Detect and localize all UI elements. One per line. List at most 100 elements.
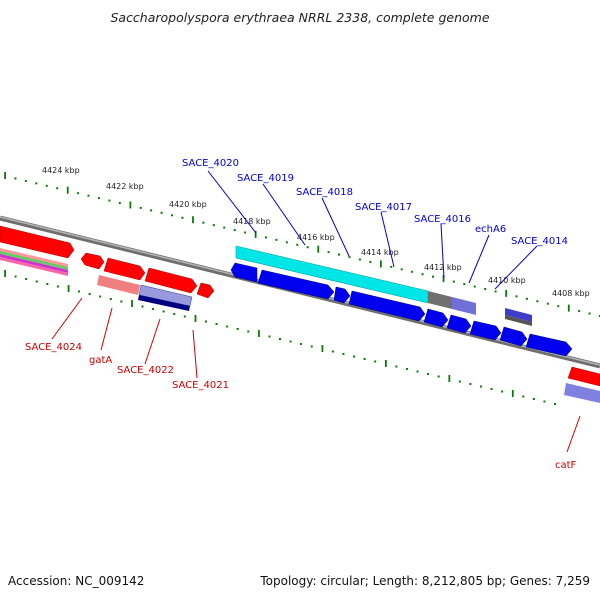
scale-major-tick xyxy=(194,315,197,322)
gene-label[interactable]: gatA xyxy=(89,355,112,366)
scale-tick-label: 4414 kbp xyxy=(361,248,399,257)
scale-major-tick xyxy=(258,330,260,337)
gene-label[interactable]: SACE_4016 xyxy=(414,214,471,225)
scale-dot xyxy=(99,295,102,298)
scale-dot xyxy=(390,265,393,268)
scale-dot xyxy=(427,373,430,375)
scale-dot xyxy=(331,350,334,353)
scale-major-tick xyxy=(384,360,387,367)
scale-dot xyxy=(400,268,403,271)
scale-dot xyxy=(374,360,377,363)
gene-sace-4021 xyxy=(196,282,215,299)
label-leaders xyxy=(51,170,581,453)
scale-dot xyxy=(532,398,535,400)
scale-dot xyxy=(139,206,142,209)
gene-sace-4020 xyxy=(230,262,258,283)
forward-genes[interactable] xyxy=(0,225,600,387)
scale-dot xyxy=(421,273,424,276)
scale-major-tick xyxy=(4,270,6,277)
scale-dot xyxy=(45,184,48,187)
scale-dot xyxy=(264,236,267,239)
gene-label[interactable]: SACE_4017 xyxy=(355,202,412,213)
gene-label[interactable]: SACE_4020 xyxy=(182,158,239,169)
scale-dot xyxy=(247,330,250,333)
scale-tick-label: 4408 kbp xyxy=(552,289,590,298)
scale-dot xyxy=(268,335,271,338)
scale-dot xyxy=(522,395,525,398)
scale-major-tick xyxy=(4,172,6,179)
scale-major-tick xyxy=(129,201,132,209)
gene-sace-4013 xyxy=(525,333,573,357)
scale-dot xyxy=(120,300,123,303)
scale-major-tick xyxy=(511,390,514,397)
feature-stripes xyxy=(0,248,68,276)
scale-dot xyxy=(202,221,205,224)
scale-dot xyxy=(501,390,504,393)
scale-dot xyxy=(557,305,560,308)
gene-sace-4018 xyxy=(348,290,426,322)
scale-dot xyxy=(327,251,330,254)
scale-dot xyxy=(525,297,528,300)
gene-sace-4014-small xyxy=(505,308,532,322)
scale-dot xyxy=(150,209,153,212)
gene-label[interactable]: echA6 xyxy=(475,224,506,235)
scale-major-tick xyxy=(317,245,320,253)
scale-dot xyxy=(473,285,476,288)
gene-echA6 xyxy=(469,320,502,341)
scale-dot xyxy=(458,380,461,383)
gene-label[interactable]: SACE_4014 xyxy=(511,236,568,247)
scale-dot xyxy=(369,260,372,263)
scale-ruler-bottom xyxy=(4,270,556,405)
scale-dot xyxy=(87,194,90,197)
scale-dot xyxy=(236,328,239,330)
gene-sace-4016 xyxy=(446,314,472,334)
scale-dot xyxy=(342,353,345,355)
scale-dot xyxy=(358,258,361,261)
gene-echA6-grey xyxy=(428,291,452,309)
scale-dot xyxy=(296,243,299,246)
scale-dot xyxy=(431,275,434,278)
gene-label[interactable]: SACE_4022 xyxy=(117,365,174,376)
scale-major-tick xyxy=(321,345,324,352)
scale-tick-label: 4410 kbp xyxy=(488,276,526,285)
gene-label[interactable]: SACE_4019 xyxy=(237,173,294,184)
gene-label[interactable]: SACE_4021 xyxy=(172,380,229,391)
scale-dot xyxy=(275,238,278,241)
scale-dot xyxy=(395,365,398,368)
scale-tick-label: 4422 kbp xyxy=(106,182,144,191)
gene-label[interactable]: SACE_4024 xyxy=(25,342,82,353)
scale-dot xyxy=(300,343,303,345)
scale-dot xyxy=(285,241,288,244)
gene-gatA xyxy=(103,257,146,281)
scale-dot xyxy=(212,224,215,227)
scale-dot xyxy=(536,300,539,303)
scale-dot xyxy=(108,199,111,202)
gene-label[interactable]: SACE_4018 xyxy=(296,187,353,198)
scale-dot xyxy=(77,192,80,195)
gene-labels-bottom: SACE_4024 gatA SACE_4022 SACE_4021 catF xyxy=(25,342,577,471)
map-title: Saccharopolyspora erythraea NRRL 2338, c… xyxy=(110,10,490,25)
inner-tracks xyxy=(97,275,600,403)
scale-dot xyxy=(554,403,556,405)
gene-label[interactable]: catF xyxy=(555,460,577,471)
scale-dot xyxy=(226,325,229,328)
scale-dot xyxy=(289,340,292,343)
scale-dot xyxy=(173,313,176,315)
scale-dot xyxy=(97,197,100,200)
scale-dot xyxy=(14,177,17,180)
scale-dot xyxy=(160,211,163,214)
reverse-genes[interactable] xyxy=(230,262,573,357)
gene-sace-4018-a xyxy=(333,286,351,304)
scale-dot xyxy=(479,385,482,388)
scale-dot xyxy=(338,253,341,256)
scale-dot xyxy=(310,345,313,348)
scale-dot xyxy=(469,383,472,385)
scale-labels: 4424 kbp 4422 kbp 4420 kbp 4418 kbp 4416… xyxy=(42,166,590,298)
scale-dot xyxy=(543,400,546,403)
scale-major-tick xyxy=(442,275,445,283)
scale-dot xyxy=(204,320,207,323)
scale-tick-label: 4412 kbp xyxy=(424,263,462,272)
accession-text: Accession: NC_009142 xyxy=(8,574,145,588)
scale-dot xyxy=(416,370,419,373)
